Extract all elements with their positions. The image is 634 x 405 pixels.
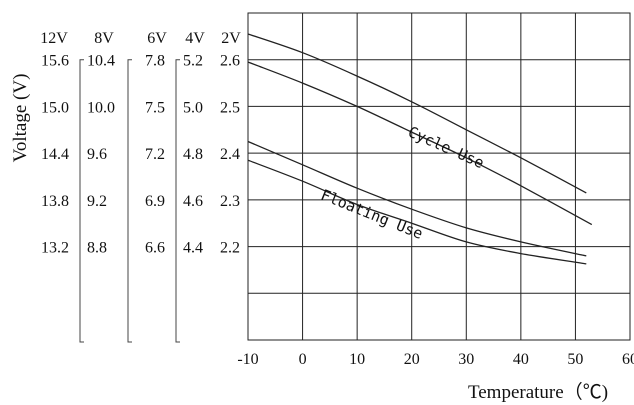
scale-header: 8V — [94, 30, 114, 47]
y-axis-title: Voltage (V) — [10, 74, 31, 163]
y-tick-label: 9.6 — [87, 146, 107, 163]
scale-bracket — [175, 59, 180, 343]
y-tick-label: 4.6 — [183, 193, 203, 210]
y-tick-label: 2.5 — [220, 99, 240, 116]
y-tick-label: 6.9 — [145, 193, 165, 210]
x-tick-label: 10 — [349, 351, 365, 368]
y-tick-label: 5.0 — [183, 99, 203, 116]
x-tick-label: 50 — [567, 351, 583, 368]
voltage-scales: 12V 15.6 15.0 14.4 13.8 13.2 8V 10.4 10.0 9.6 9.2 8… — [40, 30, 241, 343]
x-tick-label: 40 — [513, 351, 529, 368]
y-tick-label: 8.8 — [87, 240, 107, 257]
y-tick-label: 2.6 — [220, 53, 240, 70]
cycle-use-lower-line — [247, 61, 593, 226]
scale-bracket — [127, 59, 132, 343]
y-tick-label: 15.6 — [41, 53, 69, 70]
x-tick-label: 0 — [299, 351, 307, 368]
y-tick-label: 14.4 — [41, 146, 69, 163]
scale-header: 4V — [185, 30, 205, 47]
y-tick-label: 9.2 — [87, 193, 107, 210]
scale-header: 2V — [221, 30, 241, 47]
x-tick-label: 30 — [458, 351, 474, 368]
y-tick-label: 7.2 — [145, 146, 165, 163]
floating-use-upper-line — [247, 140, 587, 257]
plot-frame — [247, 12, 631, 341]
x-tick-label: -10 — [237, 351, 258, 368]
x-axis-title: Temperature（℃) — [468, 381, 608, 403]
y-tick-label: 2.3 — [220, 193, 240, 210]
scale-header: 12V — [40, 30, 68, 47]
scale-bracket — [79, 59, 84, 343]
floating-use-lower-line — [247, 159, 587, 265]
cycle-use-upper-line — [247, 33, 587, 194]
y-tick-label: 4.4 — [183, 240, 203, 257]
y-tick-label: 2.4 — [220, 146, 240, 163]
y-tick-label: 10.4 — [87, 53, 115, 70]
y-tick-label: 7.5 — [145, 99, 165, 116]
y-tick-label: 7.8 — [145, 53, 165, 70]
y-tick-label: 13.2 — [41, 240, 69, 257]
x-tick-labels: -10 0 10 20 30 40 50 60 — [237, 351, 634, 368]
cycle-use-label: Cycle Use — [405, 123, 487, 173]
y-tick-label: 4.8 — [183, 146, 203, 163]
plot-grid — [247, 12, 631, 341]
y-tick-label: 5.2 — [183, 53, 203, 70]
x-tick-label: 60 — [622, 351, 634, 368]
scale-header: 6V — [147, 30, 167, 47]
y-tick-label: 6.6 — [145, 240, 165, 257]
y-tick-label: 10.0 — [87, 99, 115, 116]
y-tick-label: 13.8 — [41, 193, 69, 210]
y-tick-label: 15.0 — [41, 99, 69, 116]
x-tick-label: 20 — [404, 351, 420, 368]
y-tick-label: 2.2 — [220, 240, 240, 257]
